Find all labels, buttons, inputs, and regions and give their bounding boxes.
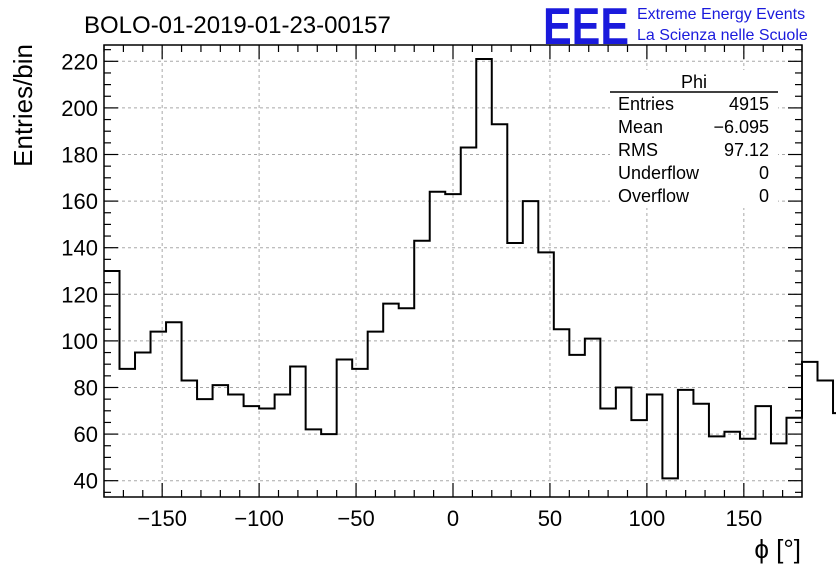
- histogram-bin: [383, 304, 399, 497]
- y-tick-label: 160: [61, 189, 98, 214]
- grid-lines: [104, 45, 802, 497]
- y-axis: 40 60 80 100 120 140 160 180 200 220: [61, 49, 802, 494]
- histogram-bin: [569, 355, 585, 497]
- histogram-bin: [507, 243, 523, 497]
- histogram-bin: [414, 241, 430, 497]
- y-tick-label: 120: [61, 282, 98, 307]
- x-tick-label: 150: [725, 506, 762, 531]
- histogram-bin: [476, 59, 492, 497]
- histogram-bin: [352, 369, 368, 497]
- eee-logo-line1: Extreme Energy Events: [637, 6, 805, 23]
- histogram-bin: [492, 124, 508, 497]
- histogram-bin: [724, 432, 740, 497]
- y-tick-label: 180: [61, 143, 98, 168]
- histogram-bin: [709, 436, 725, 497]
- histogram-bin: [321, 434, 337, 497]
- histogram-bin: [802, 362, 818, 497]
- histogram-bin: [631, 420, 647, 497]
- histogram-bin: [120, 369, 136, 497]
- y-tick-label: 200: [61, 96, 98, 121]
- histogram-bin: [600, 408, 616, 497]
- histogram-bin: [771, 443, 787, 497]
- stats-box-name: Phi: [681, 72, 707, 92]
- eee-logo: EEE Extreme Energy Events La Scienza nel…: [543, 0, 808, 56]
- stats-row-label: Entries: [618, 94, 674, 114]
- histogram-bin: [135, 353, 151, 497]
- histogram-bin: [151, 332, 167, 497]
- x-tick-label: 100: [629, 506, 666, 531]
- histogram-bin: [461, 148, 477, 497]
- stats-box-background: [610, 70, 778, 208]
- x-axis: −150 −100 −50 0 50 100 150: [103, 45, 803, 531]
- stats-row-value: 0: [759, 186, 769, 206]
- histogram-bin: [740, 439, 756, 497]
- histogram-bin: [585, 339, 601, 497]
- x-tick-label: 50: [538, 506, 562, 531]
- stats-row-value: −6.095: [713, 117, 769, 137]
- stats-box: Phi Entries 4915 Mean −6.095 RMS 97.12 Underfl…: [610, 70, 778, 208]
- x-axis-label: ϕ [°]: [754, 534, 801, 564]
- histogram-bin: [290, 367, 306, 497]
- y-tick-label: 100: [61, 329, 98, 354]
- x-tick-label: 0: [447, 506, 459, 531]
- histogram-bin: [259, 408, 275, 497]
- histogram-bin: [430, 192, 446, 497]
- histogram-bin: [616, 387, 632, 497]
- chart-title: BOLO-01-2019-01-23-00157: [84, 12, 391, 39]
- histogram-bin: [166, 322, 182, 497]
- histogram-bin: [306, 429, 322, 497]
- histogram-bin: [368, 332, 384, 497]
- histogram-bin: [104, 271, 120, 497]
- histogram-bin: [244, 406, 260, 497]
- histogram-line: [104, 57, 836, 480]
- histogram-bin: [647, 394, 663, 497]
- y-tick-label: 80: [74, 375, 98, 400]
- histogram-bin: [182, 381, 198, 497]
- stats-row-label: Overflow: [618, 186, 690, 206]
- histogram-bin: [755, 406, 771, 497]
- histogram-bin: [523, 201, 539, 497]
- histogram-bin: [818, 381, 834, 497]
- stats-row-value: 0: [759, 163, 769, 183]
- histogram-bin: [538, 252, 554, 497]
- y-tick-label: 220: [61, 49, 98, 74]
- histogram-bin: [693, 404, 709, 497]
- y-tick-label: 60: [74, 422, 98, 447]
- histogram-bin: [275, 394, 291, 497]
- stats-row-label: Mean: [618, 117, 663, 137]
- eee-logo-mark: EEE: [543, 0, 629, 56]
- x-tick-label: −50: [337, 506, 374, 531]
- histogram-series: [104, 57, 836, 497]
- y-tick-label: 40: [74, 469, 98, 494]
- eee-logo-line2: La Scienza nelle Scuole: [637, 27, 808, 44]
- x-tick-label: −100: [234, 506, 284, 531]
- histogram-bin: [554, 329, 570, 497]
- histogram-bin: [228, 394, 244, 497]
- stats-row-label: Underflow: [618, 163, 700, 183]
- stats-row-value: 4915: [729, 94, 769, 114]
- histogram-bin: [337, 360, 353, 497]
- histogram-bin: [197, 399, 213, 497]
- histogram-bin: [399, 308, 415, 497]
- y-tick-label: 140: [61, 236, 98, 261]
- stats-row-label: RMS: [618, 140, 658, 160]
- x-tick-label: −150: [137, 506, 187, 531]
- y-axis-label: Entries/bin: [8, 44, 38, 167]
- stats-row-value: 97.12: [724, 140, 769, 160]
